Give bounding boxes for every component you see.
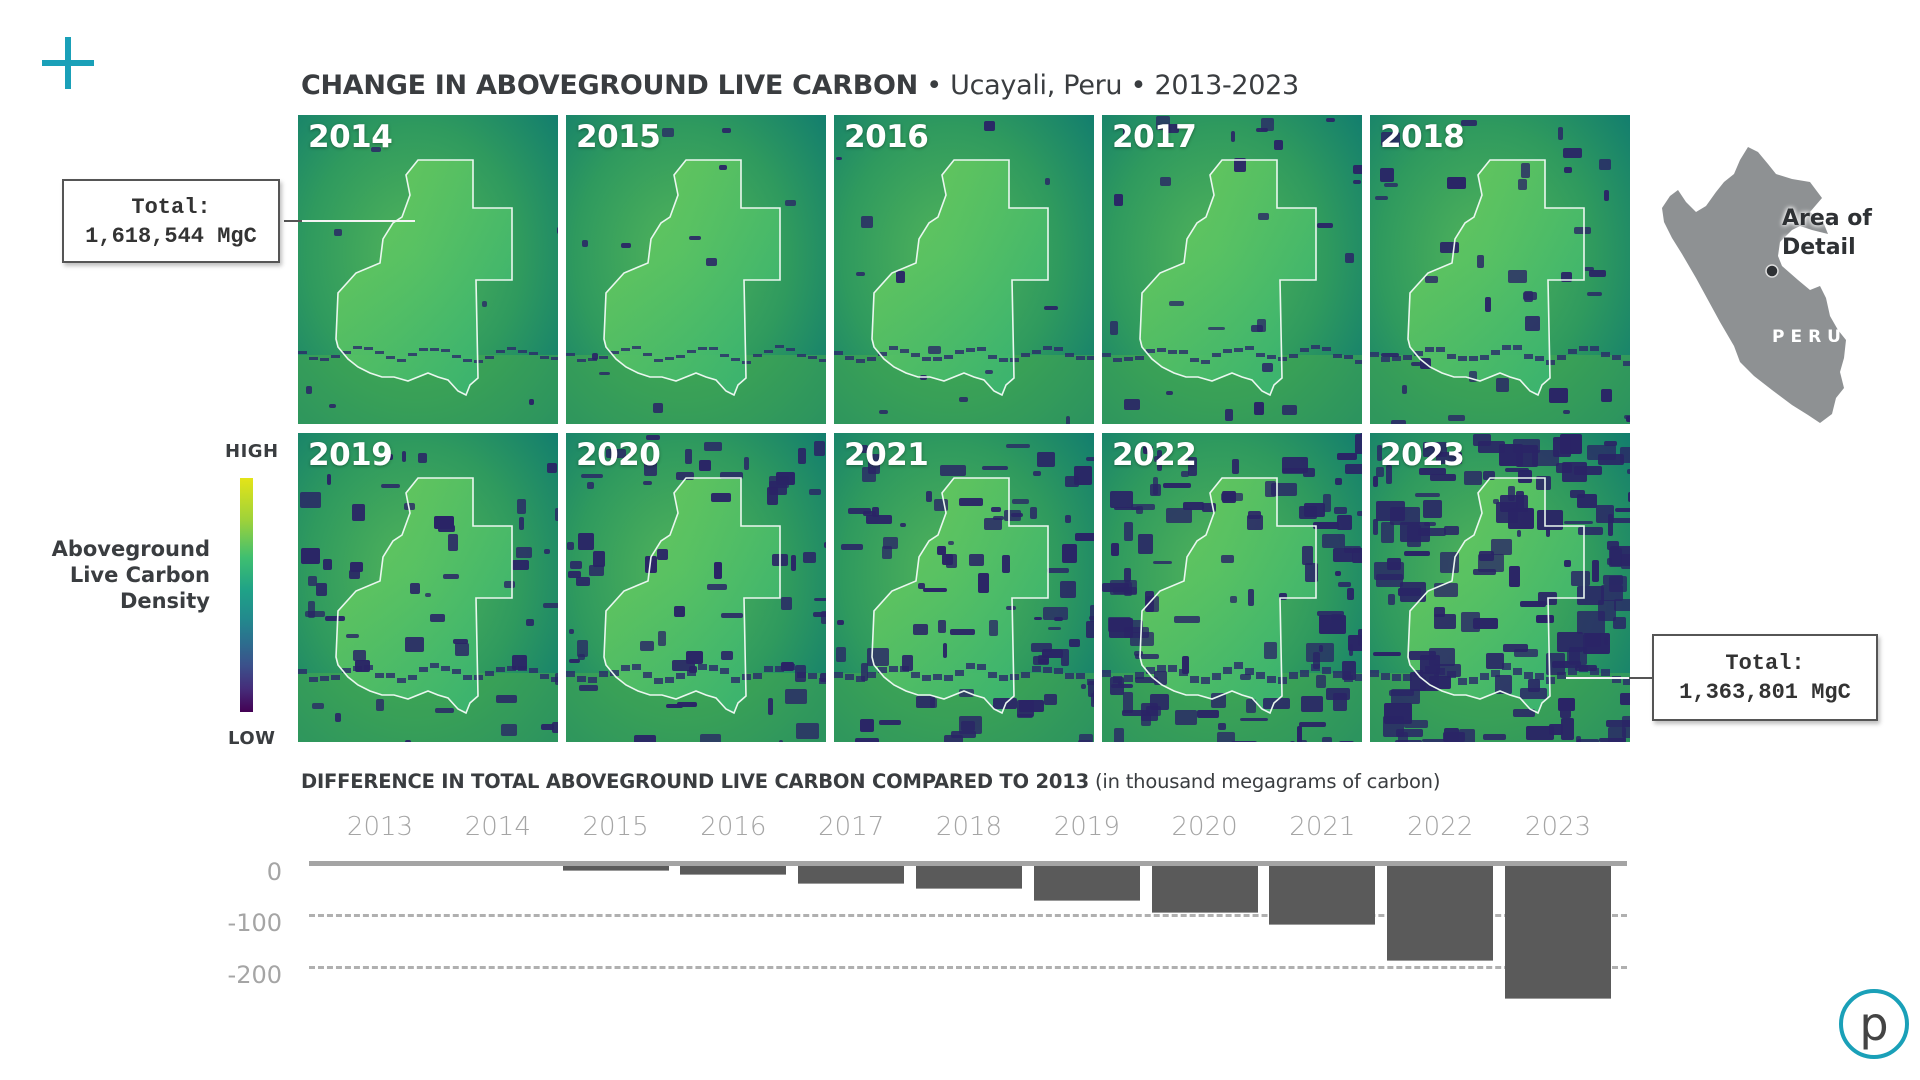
callout-value: 1,363,801 MgC (1679, 680, 1851, 705)
callout-leader-start (284, 220, 302, 222)
callout-label: Total: (131, 195, 211, 220)
bar-2018 (916, 863, 1022, 889)
callout-leader-end-inner (1566, 677, 1629, 679)
bar-2023 (1505, 863, 1611, 1000)
y-tick-minus-100: -100 (227, 909, 282, 937)
callout-total-2023: Total: 1,363,801 MgC (1652, 634, 1878, 721)
bar-2022 (1387, 863, 1494, 961)
x-label-2022: 2022 (1407, 812, 1474, 842)
x-label-2013: 2013 (346, 812, 414, 842)
legend-high-label: HIGH (225, 441, 279, 462)
tile-year-label: 2022 (1112, 437, 1197, 473)
x-label-2019: 2019 (1053, 812, 1120, 842)
title-subtitle: • Ucayali, Peru • 2013-2023 (917, 70, 1299, 101)
bar-2021 (1269, 863, 1376, 925)
tile-year-label: 2023 (1380, 437, 1465, 473)
map-tile-2016: 2016 (834, 115, 1094, 424)
map-tile-2017: 2017 (1102, 115, 1362, 424)
map-tile-2019: 2019 (298, 433, 558, 742)
bar-2020 (1151, 863, 1258, 913)
map-tile-2022: 2022 (1102, 433, 1362, 742)
tile-year-label: 2019 (308, 437, 393, 473)
tile-year-label: 2020 (576, 437, 661, 473)
chart-title: DIFFERENCE IN TOTAL ABOVEGROUND LIVE CAR… (301, 770, 1441, 793)
title-main: CHANGE IN ABOVEGROUND LIVE CARBON (301, 70, 918, 101)
tile-year-label: 2017 (1112, 119, 1197, 155)
bar-2016 (680, 863, 787, 875)
x-label-2016: 2016 (700, 812, 767, 842)
callout-label: Total: (1725, 651, 1805, 676)
tile-year-label: 2016 (844, 119, 929, 155)
x-label-2015: 2015 (582, 812, 649, 842)
tile-year-label: 2015 (576, 119, 661, 155)
colorbar-legend (240, 478, 253, 712)
map-tile-2014: 2014 (298, 115, 558, 424)
x-label-2018: 2018 (935, 812, 1003, 842)
legend-low-label: LOW (228, 728, 276, 749)
carbon-map-grid: 2014 2015 (298, 115, 1630, 743)
y-tick-0: 0 (266, 858, 282, 886)
x-label-2014: 2014 (464, 812, 531, 842)
callout-total-2014: Total: 1,618,544 MgC (62, 179, 280, 263)
gridline-minus-200 (309, 966, 1627, 969)
zero-baseline (309, 861, 1627, 866)
tile-year-label: 2014 (308, 119, 393, 155)
y-tick-minus-200: -200 (227, 961, 282, 989)
country-label: PERU (1772, 327, 1847, 347)
legend-title: Aboveground Live Carbon Density (51, 537, 210, 613)
map-tile-2018: 2018 (1370, 115, 1630, 424)
callout-value: 1,618,544 MgC (85, 224, 257, 249)
callout-leader-end (1629, 677, 1653, 679)
x-label-2017: 2017 (818, 812, 885, 842)
p-logo-icon: p (1839, 989, 1909, 1059)
map-tile-2021: 2021 (834, 433, 1094, 742)
x-label-2020: 2020 (1171, 812, 1238, 842)
peru-map-icon (1662, 147, 1846, 423)
plus-logo-icon-bar (42, 60, 94, 66)
map-tile-2015: 2015 (566, 115, 826, 424)
map-tile-2023: 2023 (1370, 433, 1630, 742)
bar-2019 (1033, 863, 1140, 901)
tile-year-label: 2018 (1380, 119, 1465, 155)
x-label-2023: 2023 (1524, 812, 1592, 842)
area-of-detail-label: Area of Detail (1782, 206, 1872, 260)
bar-2015 (562, 863, 669, 871)
gridline-minus-100 (309, 914, 1627, 917)
bar-2017 (798, 863, 905, 884)
x-label-2021: 2021 (1289, 812, 1356, 842)
tile-year-label: 2021 (844, 437, 929, 473)
page-title: CHANGE IN ABOVEGROUND LIVE CARBON • Ucay… (301, 70, 1299, 101)
map-tile-2020: 2020 (566, 433, 826, 742)
callout-leader-start-inner (302, 220, 415, 222)
